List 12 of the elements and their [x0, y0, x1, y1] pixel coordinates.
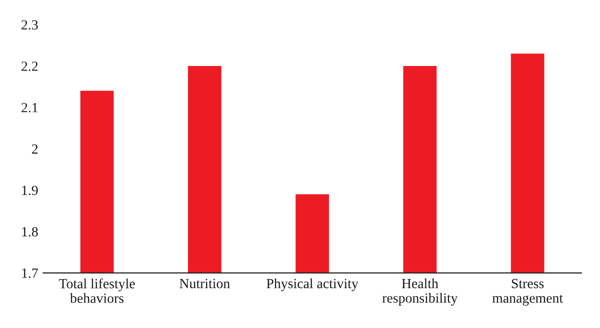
- y-tick-label: 1.7: [22, 268, 38, 278]
- y-tick-label: 2.2: [22, 62, 38, 71]
- y-tick-label: 2: [32, 144, 38, 154]
- y-tick-label: 2.3: [22, 20, 38, 30]
- x-tick-label: Health responsibility: [382, 278, 458, 306]
- y-tick-label: 1.9: [22, 186, 38, 196]
- x-tick-label: Nutrition: [180, 278, 230, 288]
- x-tick-label: Total lifestyle behaviors: [58, 278, 135, 303]
- x-tick-label: Stress management: [492, 278, 563, 306]
- x-tick-label: Physical activity: [266, 278, 358, 292]
- y-tick-label: 2.1: [22, 102, 38, 112]
- y-tick-label: 1.8: [22, 227, 38, 237]
